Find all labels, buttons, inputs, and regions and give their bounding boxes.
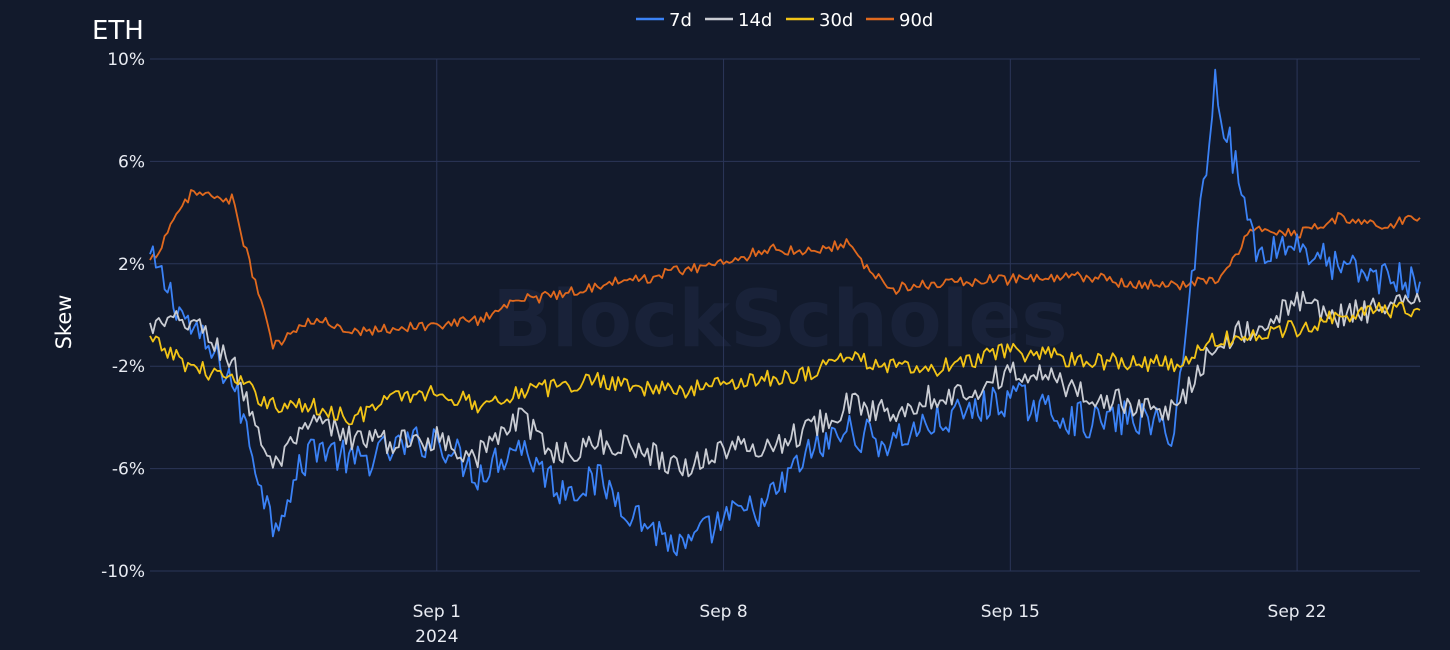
legend-item-90d[interactable]: 90d [866, 10, 933, 31]
legend[interactable]: 7d 14d 30d 90d [636, 10, 933, 31]
chart-title: ETH [92, 16, 144, 46]
series-line-7d [149, 68, 1421, 557]
series-line-90d [149, 189, 1421, 350]
x-tick-sublabel: 2024 [415, 627, 458, 647]
y-tick-label: -10% [101, 562, 145, 582]
y-axis-ticks: 10% 6% 2% -2% -6% -10% [101, 50, 145, 582]
y-tick-label: 6% [118, 152, 145, 172]
grid [150, 58, 1420, 572]
x-tick-label: Sep 1 [413, 602, 461, 622]
series-line-14d [149, 290, 1421, 478]
x-tick-label: Sep 22 [1268, 602, 1327, 622]
watermark: BlockScholes [492, 275, 1067, 365]
legend-item-30d[interactable]: 30d [786, 10, 853, 31]
y-tick-label: 10% [107, 50, 145, 70]
legend-label: 7d [669, 10, 692, 31]
x-tick-label: Sep 15 [981, 602, 1040, 622]
series-line-30d [149, 301, 1421, 426]
legend-label: 30d [819, 10, 853, 31]
y-tick-label: -2% [112, 357, 145, 377]
x-axis-ticks: Sep 1 2024 Sep 8 Sep 15 Sep 22 [413, 602, 1327, 647]
legend-label: 14d [738, 10, 772, 31]
x-tick-label: Sep 8 [699, 602, 747, 622]
y-tick-label: -6% [112, 460, 145, 480]
series-lines [149, 68, 1421, 557]
legend-label: 90d [899, 10, 933, 31]
y-tick-label: 2% [118, 255, 145, 275]
y-axis-label: Skew [52, 295, 76, 350]
legend-item-14d[interactable]: 14d [705, 10, 772, 31]
legend-item-7d[interactable]: 7d [636, 10, 692, 31]
